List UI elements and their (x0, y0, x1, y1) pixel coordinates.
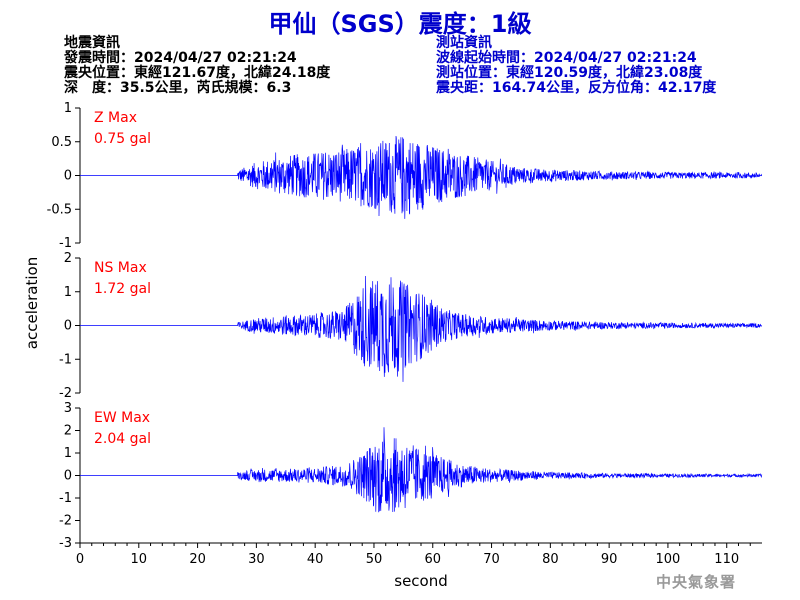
max-value-NS: 1.72 gal (94, 281, 151, 297)
y-tick-label-NS: 0 (64, 319, 72, 334)
x-tick-label: 0 (76, 552, 84, 567)
waveform-EW (80, 427, 763, 513)
y-axis-label: acceleration (23, 257, 41, 349)
y-tick-label-EW: -2 (59, 514, 72, 529)
x-tick-label: 60 (424, 552, 441, 567)
y-tick-label-EW: 2 (64, 424, 72, 439)
y-tick-label-NS: 1 (64, 285, 72, 300)
max-label-Z: Z Max (94, 110, 137, 126)
x-tick-label: 10 (131, 552, 148, 567)
y-tick-label-EW: -1 (59, 491, 72, 506)
x-tick-label: 110 (714, 552, 739, 567)
station-location: 測站位置：東經120.59度，北緯23.08度 (436, 65, 703, 81)
event-info: 地震資訊 發震時間：2024/04/27 02:21:24 震央位置：東經121… (64, 36, 330, 96)
y-tick-label-EW: 3 (64, 401, 72, 416)
y-tick-label-EW: 1 (64, 446, 72, 461)
x-tick-label: 40 (307, 552, 324, 567)
x-tick-label: 100 (656, 552, 681, 567)
chart-title: 甲仙（SGS）震度：1級 (268, 10, 532, 38)
origin-time: 發震時間：2024/04/27 02:21:24 (64, 50, 297, 66)
x-tick-label: 80 (542, 552, 559, 567)
y-tick-label-EW: -3 (59, 536, 72, 551)
x-tick-label: 30 (248, 552, 265, 567)
distance-azimuth: 震央距：164.74公里，反方位角：42.17度 (436, 80, 717, 96)
x-tick-label: 90 (601, 552, 618, 567)
y-tick-label-Z: 0 (64, 169, 72, 184)
y-tick-label-Z: 1 (64, 101, 72, 116)
y-tick-label-EW: 0 (64, 469, 72, 484)
max-label-EW: EW Max (94, 410, 150, 426)
cwa-watermark: 中央氣象署 (656, 573, 737, 591)
waveform-NS (80, 275, 763, 382)
y-tick-label-NS: 2 (64, 251, 72, 266)
y-tick-label-NS: -1 (59, 352, 72, 367)
max-value-Z: 0.75 gal (94, 131, 151, 147)
y-tick-label-Z: -1 (59, 236, 72, 251)
station-info-heading: 測站資訊 (436, 35, 492, 51)
event-info-heading: 地震資訊 (64, 35, 120, 51)
waveform-start-time: 波線起始時間：2024/04/27 02:21:24 (436, 50, 697, 66)
y-tick-label-Z: -0.5 (47, 202, 72, 217)
max-value-EW: 2.04 gal (94, 431, 151, 447)
depth-magnitude: 深 度：35.5公里，芮氏規模：6.3 (64, 80, 292, 96)
x-tick-label: 70 (483, 552, 500, 567)
waveform-Z (80, 135, 763, 219)
y-tick-label-Z: 0.5 (51, 135, 72, 150)
max-label-NS: NS Max (94, 260, 147, 276)
x-tick-label: 20 (189, 552, 206, 567)
epicenter-location: 震央位置：東經121.67度，北緯24.18度 (64, 65, 331, 81)
x-axis-label: second (394, 572, 448, 590)
x-tick-label: 50 (366, 552, 383, 567)
y-tick-label-NS: -2 (59, 386, 72, 401)
station-info: 測站資訊 波線起始時間：2024/04/27 02:21:24 測站位置：東經1… (436, 36, 716, 96)
